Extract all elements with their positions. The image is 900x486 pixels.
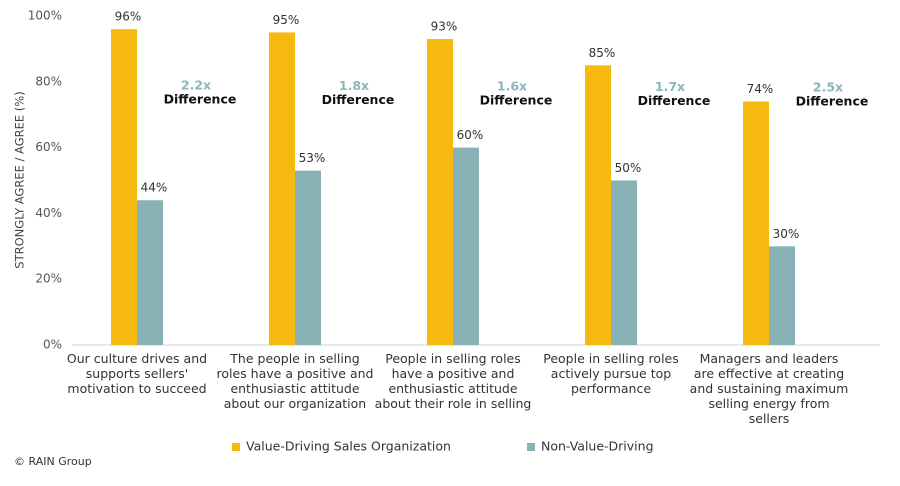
y-tick-label: 40% bbox=[35, 206, 62, 220]
x-tick-label: Our culture drives and supports sellers'… bbox=[66, 351, 208, 396]
y-tick-label: 80% bbox=[35, 74, 62, 88]
legend-swatch bbox=[232, 443, 240, 451]
annotation-label: Difference bbox=[638, 93, 711, 108]
value-label: 44% bbox=[141, 181, 168, 195]
bar bbox=[585, 65, 611, 345]
annotation-ratio: 2.5x bbox=[813, 80, 843, 95]
bar bbox=[427, 39, 453, 345]
annotation-ratio: 2.2x bbox=[181, 78, 211, 93]
legend-swatch bbox=[527, 443, 535, 451]
x-tick-label: People in selling roles have a positive … bbox=[374, 351, 532, 411]
bar bbox=[269, 32, 295, 345]
bar bbox=[137, 200, 163, 345]
annotation-label: Difference bbox=[796, 94, 869, 109]
annotation-label: Difference bbox=[480, 93, 553, 108]
value-label: 53% bbox=[299, 151, 326, 165]
bar bbox=[611, 180, 637, 345]
x-tick-label: The people in selling roles have a posit… bbox=[216, 351, 374, 411]
legend-label: Value-Driving Sales Organization bbox=[246, 439, 451, 454]
y-tick-label: 100% bbox=[28, 9, 62, 23]
x-tick-label: Managers and leaders are effective at cr… bbox=[689, 351, 849, 426]
bar bbox=[453, 147, 479, 345]
value-label: 50% bbox=[615, 161, 642, 175]
annotation-label: Difference bbox=[164, 92, 237, 107]
legend-label: Non-Value-Driving bbox=[541, 439, 654, 454]
value-label: 96% bbox=[115, 10, 142, 24]
footer: © RAIN Group bbox=[14, 455, 92, 468]
value-label: 30% bbox=[773, 227, 800, 241]
x-tick-label: People in selling roles actively pursue … bbox=[543, 351, 679, 396]
annotation-ratio: 1.8x bbox=[339, 78, 369, 93]
annotation-ratio: 1.7x bbox=[655, 79, 685, 94]
value-label: 74% bbox=[747, 82, 774, 96]
value-label: 60% bbox=[457, 128, 484, 142]
bar bbox=[769, 246, 795, 345]
y-tick-label: 60% bbox=[35, 140, 62, 154]
value-label: 95% bbox=[273, 13, 300, 27]
y-tick-label: 20% bbox=[35, 272, 62, 286]
annotation-label: Difference bbox=[322, 92, 395, 107]
bar bbox=[111, 29, 137, 345]
bar bbox=[295, 170, 321, 345]
y-tick-label: 0% bbox=[43, 338, 62, 352]
value-label: 85% bbox=[589, 46, 616, 60]
value-label: 93% bbox=[431, 20, 458, 34]
y-axis-label: STRONGLY AGREE / AGREE (%) bbox=[13, 91, 27, 268]
annotation-ratio: 1.6x bbox=[497, 79, 527, 94]
bar bbox=[743, 101, 769, 345]
